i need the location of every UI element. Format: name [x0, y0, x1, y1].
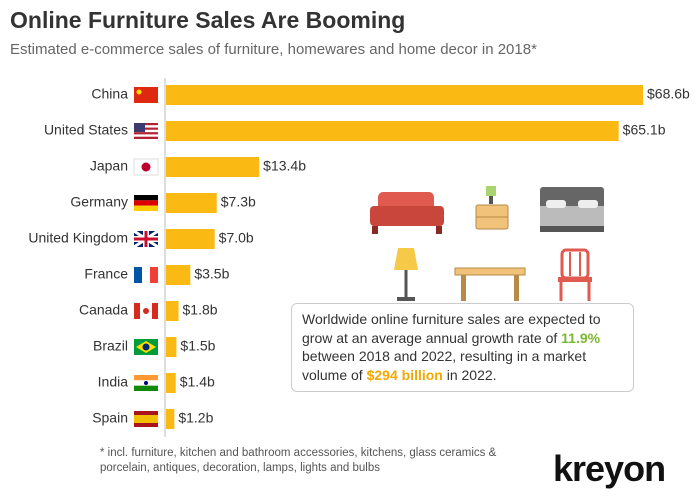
flag-part: [134, 125, 158, 128]
flag: [134, 411, 158, 427]
flag-part: [134, 127, 158, 130]
flag-part: [134, 134, 158, 137]
annotation-text: in 2022.: [442, 366, 497, 383]
value-label: $13.4b: [263, 158, 306, 174]
annotation-highlight: $294 billion: [366, 366, 443, 383]
bar: [166, 265, 191, 285]
bar: [166, 337, 177, 357]
flag-part: [134, 136, 158, 139]
flag-part: [136, 89, 142, 95]
category-label: China: [91, 86, 128, 102]
flag-part: [134, 123, 158, 126]
flag-part: [152, 303, 158, 319]
flag-part: [142, 343, 150, 351]
category-label: United States: [44, 122, 128, 138]
flag-part: [134, 303, 140, 319]
footnote: * incl. furniture, kitchen and bathroom …: [100, 447, 497, 474]
value-label: $3.5b: [194, 266, 229, 282]
bar: [166, 409, 175, 429]
annotation-text: Worldwide online furniture sales are exp…: [302, 311, 601, 346]
flag-part: [134, 415, 158, 423]
flag-part: [142, 267, 150, 283]
category-label: Brazil: [93, 338, 128, 354]
value-label: $65.1b: [623, 122, 666, 138]
furniture-icons: [370, 186, 604, 301]
flag-part: [134, 423, 158, 427]
flag-part: [134, 375, 158, 381]
flag: [133, 158, 159, 176]
category-label: Japan: [90, 158, 128, 174]
flag-part: [141, 162, 151, 172]
bar: [166, 229, 215, 249]
flag-part: [134, 195, 158, 201]
chart-subtitle: Estimated e-commerce sales of furniture,…: [10, 41, 537, 58]
value-label: $1.4b: [180, 374, 215, 390]
value-label: $7.3b: [221, 194, 256, 210]
flag-part: [144, 381, 148, 385]
bar: [166, 193, 217, 213]
category-label: India: [98, 374, 129, 390]
bar: [166, 157, 260, 177]
annotation-box: Worldwide online furniture sales are exp…: [291, 303, 634, 392]
bar: [166, 85, 643, 105]
chart-title: Online Furniture Sales Are Booming: [10, 7, 405, 33]
flag-part: [134, 267, 142, 283]
annotation-highlight: 11.9%: [561, 329, 601, 346]
flag-part: [134, 200, 158, 206]
flag: [134, 87, 158, 103]
flag-part: [134, 87, 158, 103]
flag: [133, 229, 159, 249]
value-label: $1.8b: [183, 302, 218, 318]
flag: [134, 375, 158, 391]
flag: [134, 267, 158, 283]
value-label: $7.0b: [219, 230, 254, 246]
flag-part: [150, 267, 158, 283]
flag: [134, 195, 158, 211]
category-label: Canada: [79, 302, 128, 318]
flag: [134, 303, 158, 319]
value-label: $68.6b: [647, 86, 690, 102]
flag-part: [134, 411, 158, 415]
logo: kreyon: [553, 448, 666, 489]
value-label: $1.5b: [180, 338, 215, 354]
flag-part: [134, 123, 145, 132]
bar: [166, 121, 619, 141]
flag-part: [134, 132, 158, 135]
category-label: Spain: [92, 410, 128, 426]
category-label: France: [84, 266, 128, 282]
category-label: Germany: [70, 194, 128, 210]
category-label: United Kingdom: [28, 230, 128, 246]
flag: [134, 123, 158, 139]
flag: [134, 339, 158, 355]
bar: [166, 301, 179, 321]
bar: [166, 373, 176, 393]
flag-part: [134, 385, 158, 391]
flag-part: [143, 308, 149, 314]
flag-part: [134, 237, 158, 241]
value-label: $1.2b: [178, 410, 213, 426]
flag-part: [134, 129, 158, 133]
annotation-text: between 2018 and 2022, resulting in a ma…: [302, 348, 587, 383]
flag-part: [134, 205, 158, 211]
